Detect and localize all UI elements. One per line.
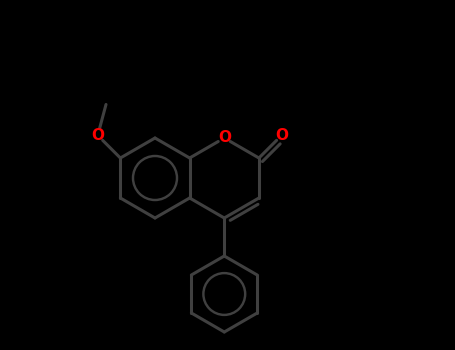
Text: O: O [275,128,288,143]
Text: O: O [91,128,104,143]
Text: O: O [218,131,231,146]
